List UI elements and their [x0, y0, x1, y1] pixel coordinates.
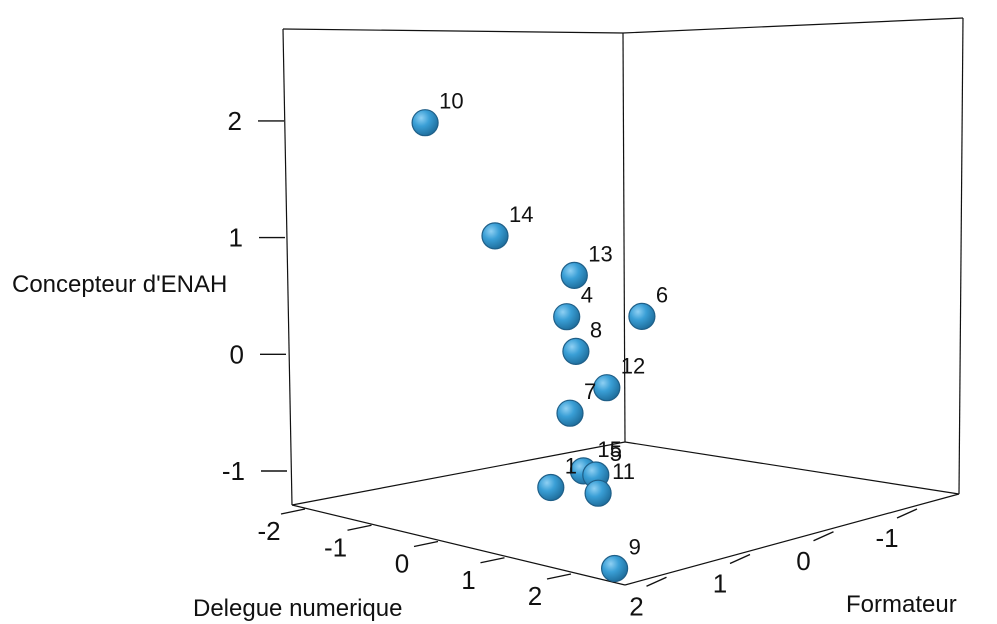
- data-point-13: [560, 261, 588, 289]
- data-point-8: [562, 337, 590, 365]
- data-point-label: 9: [629, 535, 641, 560]
- box-edge-floor-front-left: [291, 504, 626, 586]
- x-tick-label: 0: [796, 546, 810, 576]
- data-point-11: [584, 479, 612, 507]
- box-edge-back-right-vertical: [958, 17, 964, 495]
- data-point-label: 10: [439, 89, 463, 114]
- x-tick-mark: [729, 553, 751, 565]
- x-tick-label: 1: [713, 569, 727, 599]
- x-tick-mark: [813, 531, 834, 542]
- box-edge-floor-back-right: [624, 441, 960, 495]
- y-tick-mark: [413, 540, 439, 548]
- y-tick-mark: [480, 557, 505, 564]
- box-edge-floor-back-left: [291, 441, 626, 506]
- y-tick-label: -1: [324, 532, 347, 562]
- x-tick-label: -1: [875, 523, 898, 553]
- y-tick-label: 1: [461, 565, 475, 595]
- y-axis-title: Delegue numerique: [193, 595, 402, 622]
- x-axis-title: Formateur: [846, 591, 957, 618]
- x-tick-mark: [896, 508, 918, 519]
- data-point-label: 14: [509, 202, 533, 227]
- z-tick-label: 0: [230, 339, 244, 369]
- y-tick-mark: [546, 573, 572, 580]
- data-point-label: 7: [584, 379, 596, 404]
- x-tick-label: 2: [629, 591, 643, 621]
- x-tick-mark: [646, 576, 667, 587]
- data-point-6: [628, 302, 656, 330]
- z-axis-title: Concepteur d'ENAH: [12, 271, 227, 298]
- box-edge-floor-front-right: [624, 493, 960, 586]
- data-point-9: [600, 554, 629, 583]
- data-point-label: 13: [588, 241, 612, 266]
- data-point-12: [593, 374, 621, 402]
- box-edge-back-left-vertical: [282, 28, 293, 506]
- data-point-label: 15: [597, 437, 621, 462]
- y-tick-mark: [280, 508, 306, 515]
- plot-box: [282, 17, 964, 586]
- z-tick-label: 1: [229, 223, 243, 253]
- data-point-10: [411, 109, 439, 137]
- box-edge-top-right: [622, 17, 964, 34]
- data-point-label: 4: [581, 283, 593, 308]
- data-point-4: [553, 303, 581, 331]
- z-tick-label: 2: [228, 106, 242, 136]
- y-tick-label: -2: [257, 516, 280, 546]
- data-point-label: 11: [612, 459, 635, 484]
- axis-ticks: [258, 120, 918, 587]
- data-point-7: [556, 399, 584, 427]
- z-tick-label: -1: [222, 456, 245, 486]
- data-point-14: [481, 222, 509, 250]
- data-point-label: 1: [565, 454, 577, 479]
- data-points: [411, 109, 656, 583]
- box-edge-top-left: [282, 28, 624, 34]
- y-tick-mark: [347, 524, 372, 531]
- data-point-label: 8: [590, 317, 602, 342]
- data-point-label: 5: [610, 441, 622, 466]
- data-point-1: [537, 473, 565, 502]
- y-tick-label: 0: [395, 549, 409, 579]
- y-tick-label: 2: [528, 581, 542, 611]
- data-point-label: 12: [621, 354, 645, 379]
- data-point-label: 6: [656, 282, 668, 307]
- box-edge-back-center-vertical: [622, 32, 626, 443]
